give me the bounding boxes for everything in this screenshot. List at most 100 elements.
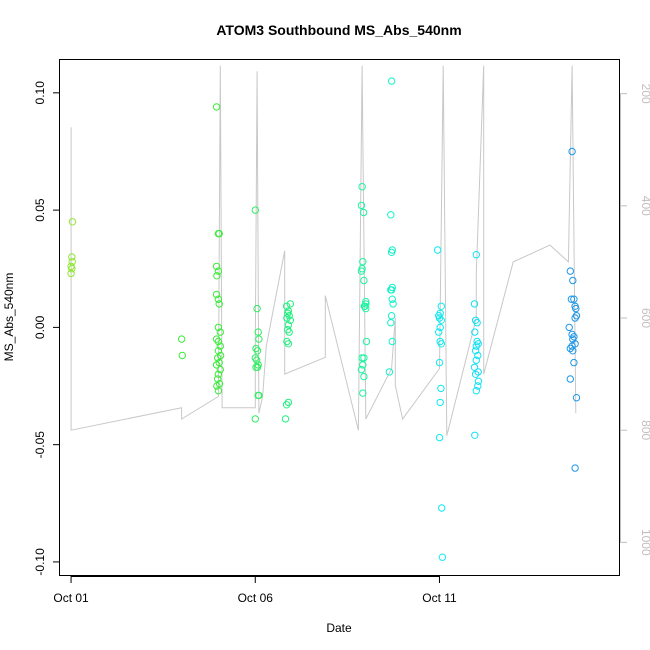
y2-tick-label: 600: [639, 308, 650, 328]
data-point: [212, 335, 221, 343]
data-points-layer: [67, 77, 581, 561]
y-tick-label: 0.05: [33, 198, 47, 222]
data-point: [470, 300, 479, 308]
data-point: [178, 351, 187, 360]
data-point: [214, 375, 222, 383]
series-3: [251, 206, 263, 423]
data-point: [213, 272, 221, 280]
data-point: [214, 295, 223, 303]
data-point: [570, 295, 578, 303]
data-point: [216, 365, 225, 374]
plot-frame: [59, 59, 620, 576]
data-point: [253, 356, 261, 364]
y-tick-label: -0.05: [33, 431, 47, 459]
x-tick-label: Oct 11: [422, 591, 457, 605]
data-point: [436, 398, 444, 407]
data-point: [387, 286, 396, 294]
data-point: [438, 504, 446, 512]
data-point: [251, 206, 260, 214]
data-point: [357, 201, 366, 210]
data-point: [282, 401, 291, 409]
data-point: [286, 316, 294, 324]
data-point: [212, 361, 221, 369]
data-point: [387, 312, 396, 320]
data-point: [213, 382, 221, 390]
data-point: [215, 358, 223, 367]
data-point: [215, 300, 223, 308]
data-point: [388, 337, 396, 346]
data-point: [359, 389, 367, 397]
y2-tick-label: 800: [639, 420, 650, 440]
data-point: [567, 295, 576, 303]
data-point: [387, 319, 395, 327]
series-9: [565, 147, 581, 472]
data-point: [470, 363, 479, 371]
data-point: [568, 342, 576, 350]
data-point: [436, 323, 444, 332]
data-point: [251, 415, 260, 423]
data-point: [435, 328, 443, 336]
data-point: [212, 103, 221, 111]
data-point: [566, 375, 574, 383]
data-point: [474, 340, 482, 348]
data-point: [284, 321, 293, 329]
data-point: [568, 330, 576, 339]
data-point: [284, 340, 293, 348]
data-point: [214, 347, 223, 355]
data-point: [387, 248, 396, 257]
x-tick-label: Oct 01: [53, 591, 89, 605]
data-point: [472, 387, 480, 395]
data-point: [473, 319, 481, 327]
chart-title: ATOM3 Southbound MS_Abs_540nm: [216, 22, 461, 38]
data-point: [253, 347, 262, 355]
data-point: [359, 361, 367, 369]
data-point: [437, 316, 445, 324]
data-point: [572, 304, 580, 313]
data-point: [214, 337, 223, 346]
series-1: [67, 218, 77, 278]
data-point: [471, 431, 479, 439]
y2-tick-label: 200: [639, 84, 650, 104]
data-point: [362, 304, 370, 313]
data-point: [385, 368, 394, 376]
data-point: [214, 387, 223, 395]
series-5: [357, 183, 371, 397]
data-point: [177, 335, 186, 343]
data-point: [358, 183, 366, 191]
data-point: [435, 314, 444, 322]
data-point: [472, 251, 480, 259]
data-point: [359, 208, 368, 217]
data-point: [360, 276, 368, 285]
data-point: [572, 394, 581, 402]
data-point: [474, 382, 482, 390]
data-point: [472, 356, 480, 364]
data-point: [68, 253, 76, 261]
series-4: [281, 300, 294, 423]
y-tick-label: -0.10: [33, 548, 47, 576]
data-point: [565, 323, 573, 332]
data-point: [68, 218, 77, 226]
data-point: [471, 328, 479, 336]
data-point: [67, 262, 75, 271]
data-point: [282, 302, 291, 310]
data-point: [566, 344, 574, 353]
y-tick-label: 0.00: [33, 315, 47, 339]
data-point: [389, 300, 397, 308]
data-point: [472, 342, 480, 350]
y2-tick-label: 400: [639, 196, 650, 216]
data-point: [474, 377, 483, 385]
data-point: [388, 295, 396, 303]
data-point: [471, 347, 480, 355]
series-8: [470, 251, 483, 439]
x-tick-label: Oct 06: [238, 591, 274, 605]
data-point: [286, 300, 294, 308]
data-point: [362, 337, 371, 346]
data-point: [216, 351, 225, 360]
data-point: [437, 384, 445, 393]
data-point: [360, 372, 368, 381]
data-point: [255, 335, 263, 343]
data-point: [212, 290, 221, 299]
data-point: [569, 276, 577, 285]
